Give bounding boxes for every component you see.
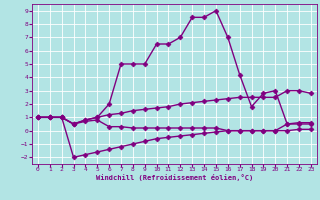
X-axis label: Windchill (Refroidissement éolien,°C): Windchill (Refroidissement éolien,°C) [96,174,253,181]
